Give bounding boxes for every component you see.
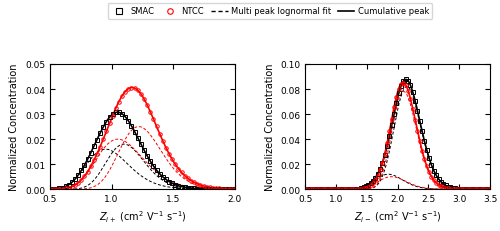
X-axis label: $Z_{i+}$ (cm$^2$ V$^{-1}$ s$^{-1}$): $Z_{i+}$ (cm$^2$ V$^{-1}$ s$^{-1}$) bbox=[98, 209, 186, 224]
X-axis label: $Z_{i-}$ (cm$^2$ V$^{-1}$ s$^{-1}$): $Z_{i-}$ (cm$^2$ V$^{-1}$ s$^{-1}$) bbox=[354, 209, 442, 224]
Y-axis label: Normalized Concentration: Normalized Concentration bbox=[264, 64, 274, 191]
Y-axis label: Normalized Concentration: Normalized Concentration bbox=[10, 64, 20, 191]
Legend: SMAC, NTCC, Multi peak lognormal fit, Cumulative peak: SMAC, NTCC, Multi peak lognormal fit, Cu… bbox=[108, 4, 432, 20]
